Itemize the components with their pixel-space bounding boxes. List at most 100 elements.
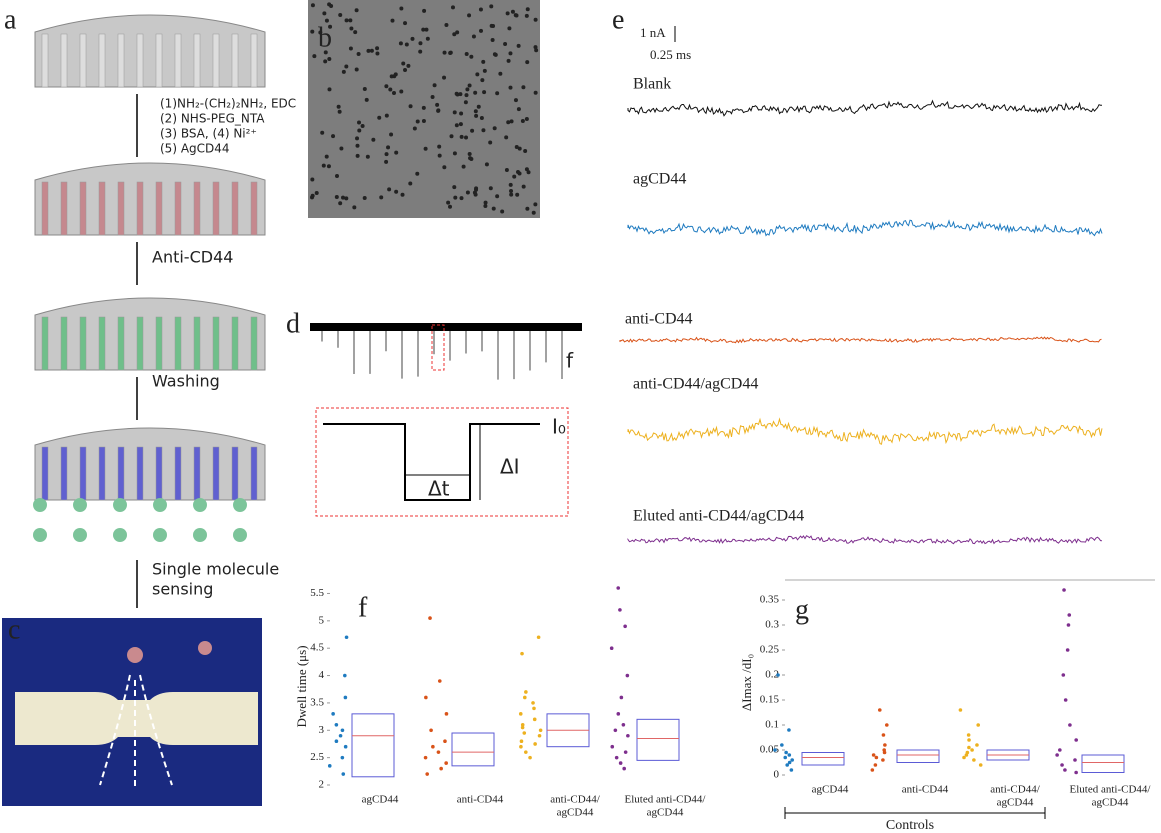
- data-point: [624, 750, 628, 754]
- data-point: [331, 712, 335, 716]
- pore-dot: [388, 87, 392, 91]
- pore-dot: [493, 52, 497, 56]
- data-point: [882, 748, 886, 752]
- current-trace: [628, 536, 1102, 544]
- data-point: [339, 734, 343, 738]
- pore: [42, 447, 48, 500]
- pore-dot: [390, 19, 394, 23]
- arrow-label: Single molecule: [152, 560, 279, 579]
- pore-dot: [416, 119, 420, 123]
- pore-dot: [450, 134, 454, 138]
- data-point: [520, 652, 524, 656]
- pore-dot: [517, 44, 521, 48]
- data-point: [788, 761, 792, 765]
- pore: [213, 447, 219, 500]
- data-point: [1055, 753, 1059, 757]
- pore-dot: [481, 60, 485, 64]
- pore-dot: [474, 109, 478, 113]
- pore-dot: [353, 30, 357, 34]
- pore-dot: [379, 195, 383, 199]
- data-point: [528, 756, 532, 760]
- data-point: [975, 743, 979, 747]
- pore: [251, 34, 257, 87]
- pore-dot: [512, 175, 516, 179]
- membrane: [35, 163, 265, 235]
- data-point: [344, 696, 348, 700]
- data-point: [533, 718, 537, 722]
- data-point: [429, 728, 433, 732]
- pore-dot: [386, 145, 390, 149]
- data-point: [773, 748, 777, 752]
- pore-dot: [500, 210, 504, 214]
- pore-dot: [503, 42, 507, 46]
- pore-dot: [349, 27, 353, 31]
- pore: [42, 34, 48, 87]
- pore-dot: [421, 28, 425, 32]
- pore-dot: [399, 41, 403, 45]
- pore: [61, 447, 67, 500]
- pore-dot: [483, 204, 487, 208]
- data-point: [343, 674, 347, 678]
- pore-dot: [493, 126, 497, 130]
- pore-dot: [468, 83, 472, 87]
- pore-dot: [392, 91, 396, 95]
- box: [1082, 755, 1124, 773]
- step-label: (2) NHS-PEG_NTA: [160, 112, 265, 126]
- molecule: [233, 528, 247, 542]
- data-point: [1067, 623, 1071, 627]
- pore: [99, 34, 105, 87]
- molecule: [193, 498, 207, 512]
- pore-dot: [515, 145, 519, 149]
- data-point: [1074, 771, 1078, 775]
- current-trace: [628, 220, 1102, 235]
- data-point: [610, 745, 614, 749]
- pore-dot: [522, 185, 526, 189]
- pore-dot: [366, 155, 370, 159]
- pore-dot: [491, 38, 495, 42]
- pore-dot: [534, 45, 538, 49]
- data-point: [787, 753, 791, 757]
- pore-dot: [532, 211, 536, 215]
- data-point: [610, 646, 614, 650]
- x-tick-label: anti-CD44/: [550, 794, 600, 806]
- pore: [194, 34, 200, 87]
- molecule: [33, 528, 47, 542]
- data-point: [615, 756, 619, 760]
- data-point: [1060, 763, 1064, 767]
- pore: [156, 317, 162, 370]
- pore-dot: [327, 164, 331, 168]
- x-tick-label: agCD44: [812, 784, 849, 796]
- panel-label: c: [8, 614, 20, 645]
- data-point: [1064, 698, 1068, 702]
- pore-dot: [495, 194, 499, 198]
- data-point: [341, 728, 345, 732]
- molecule: [153, 498, 167, 512]
- x-tick-label: anti-CD44/: [990, 784, 1040, 796]
- pore: [156, 447, 162, 500]
- data-point: [431, 745, 435, 749]
- pore-dot: [385, 114, 389, 118]
- schematic-label: f: [566, 349, 574, 373]
- data-point: [622, 723, 626, 727]
- pore: [61, 34, 67, 87]
- pore-dot: [467, 13, 471, 17]
- pore-dot: [342, 70, 346, 74]
- scale-time: 0.25 ms: [650, 47, 691, 62]
- data-point: [524, 690, 528, 694]
- box: [352, 714, 394, 777]
- trace-label: agCD44: [633, 171, 686, 188]
- data-point: [614, 728, 618, 732]
- y-tick-label: 0.15: [760, 694, 780, 706]
- pore-dot: [525, 60, 529, 64]
- data-point: [424, 756, 428, 760]
- pore-dot: [325, 155, 329, 159]
- pore-dot: [357, 129, 361, 133]
- pore-dot: [474, 188, 478, 192]
- pore-dot: [327, 57, 331, 61]
- pore-dot: [515, 193, 519, 197]
- data-point: [976, 723, 980, 727]
- pore-dot: [474, 193, 478, 197]
- pore-dot: [460, 135, 464, 139]
- pore: [99, 317, 105, 370]
- current-trace: [620, 337, 1102, 343]
